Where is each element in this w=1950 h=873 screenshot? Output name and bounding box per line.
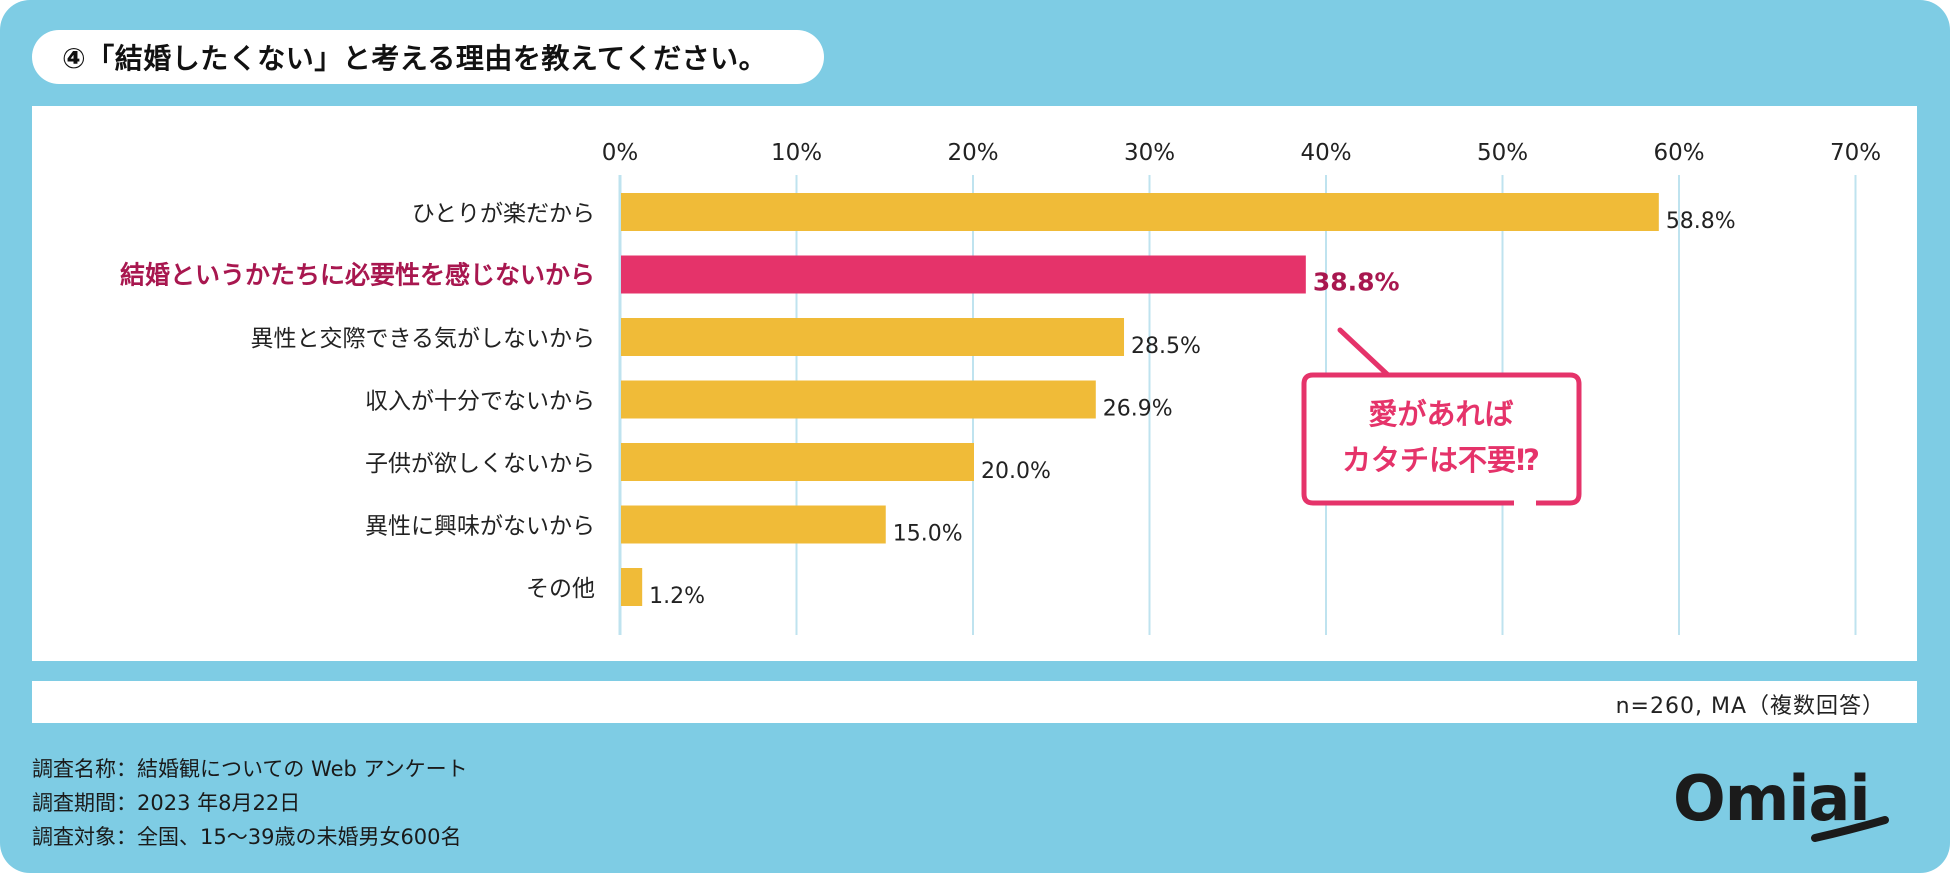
- survey-info: 調査名称：結婚観についての Web アンケート 調査期間：2023 年8月22日…: [32, 752, 468, 854]
- x-tick-label: 20%: [947, 140, 998, 166]
- x-tick-label: 0%: [602, 140, 639, 166]
- category-label: 収入が十分でないから: [365, 389, 595, 415]
- bar: [621, 505, 886, 544]
- value-label: 38.8%: [1313, 268, 1400, 297]
- x-tick-label: 70%: [1830, 140, 1881, 166]
- value-label: 58.8%: [1666, 209, 1736, 234]
- survey-target: 調査対象：全国、15〜39歳の未婚男女600名: [32, 825, 462, 849]
- callout-line-2: カタチは不要⁉: [1342, 443, 1540, 477]
- category-label: 結婚というかたちに必要性を感じないから: [120, 261, 595, 290]
- bar: [621, 255, 1306, 294]
- survey-period: 調査期間：2023 年8月22日: [32, 791, 301, 815]
- value-label: 20.0%: [981, 459, 1051, 484]
- question-title-text: ④「結婚したくない」と考える理由を教えてください。: [62, 42, 768, 75]
- category-label: 異性に興味がないから: [365, 514, 595, 540]
- omiai-logo: Omiai: [1673, 762, 1889, 842]
- value-label: 26.9%: [1103, 397, 1173, 422]
- question-title: ④「結婚したくない」と考える理由を教えてください。: [32, 30, 824, 84]
- sample-note-panel: n=260, MA（複数回答）: [32, 681, 1917, 723]
- bar: [621, 568, 643, 606]
- bar: [621, 443, 974, 481]
- bar: [621, 318, 1125, 356]
- value-label: 28.5%: [1131, 334, 1201, 359]
- x-tick-label: 30%: [1124, 140, 1175, 166]
- sample-note: n=260, MA（複数回答）: [1615, 694, 1885, 719]
- category-label: ひとりが楽だから: [412, 201, 595, 227]
- value-label: 15.0%: [893, 522, 963, 547]
- x-tick-label: 60%: [1653, 140, 1704, 166]
- callout-gap: [1514, 499, 1536, 507]
- bar: [621, 380, 1096, 419]
- value-label: 1.2%: [649, 584, 705, 609]
- bar: [621, 193, 1659, 231]
- callout-bubble: [1301, 327, 1582, 506]
- callout-line-1: 愛があれば: [1368, 397, 1513, 431]
- x-tick-label: 10%: [771, 140, 822, 166]
- category-label: 子供が欲しくないから: [365, 451, 595, 477]
- category-label: その他: [526, 576, 595, 602]
- x-tick-label: 50%: [1477, 140, 1528, 166]
- survey-name: 調査名称：結婚観についての Web アンケート: [32, 757, 468, 781]
- x-tick-label: 40%: [1300, 140, 1351, 166]
- omiai-logo-text: Omiai: [1673, 762, 1870, 835]
- category-label: 異性と交際できる気がしないから: [250, 326, 595, 352]
